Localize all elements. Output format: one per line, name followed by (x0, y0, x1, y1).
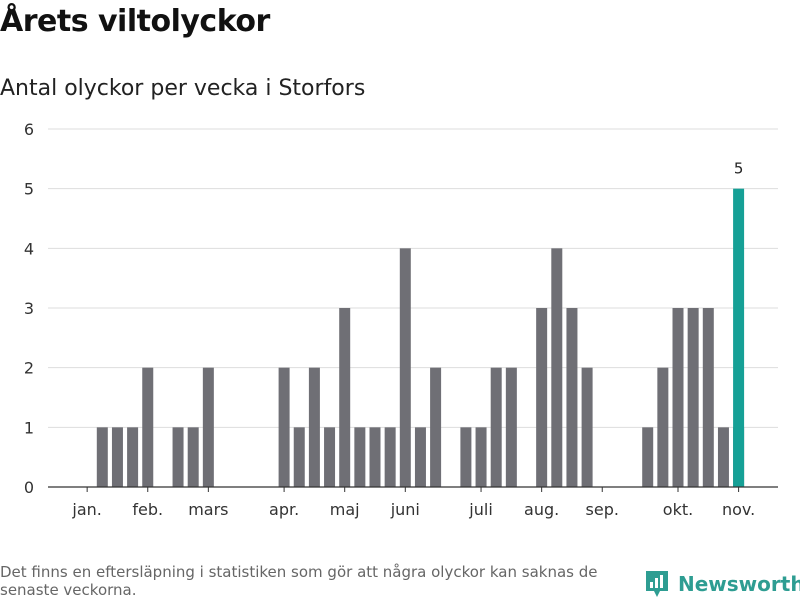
bar (687, 308, 699, 487)
bar (111, 427, 123, 487)
bar (172, 427, 184, 487)
x-tick-label: mars (188, 500, 228, 519)
x-tick-label: jan. (71, 500, 101, 519)
bar (324, 427, 336, 487)
bar (717, 427, 729, 487)
x-tick-label: juni (390, 500, 420, 519)
x-tick-label: juli (468, 500, 492, 519)
chart-title: Årets viltolyckor (0, 4, 270, 39)
bar (581, 367, 593, 487)
bar (702, 308, 714, 487)
y-tick-label: 5 (24, 180, 34, 199)
chart-subtitle: Antal olyckor per vecka i Storfors (0, 76, 366, 101)
x-tick-label: okt. (663, 500, 693, 519)
bar (384, 427, 396, 487)
bar (414, 427, 426, 487)
grid-lines (48, 128, 778, 428)
x-tick-label: sep. (586, 500, 619, 519)
bar (657, 367, 669, 487)
x-tick-label: maj (330, 500, 360, 519)
x-tick-label: nov. (722, 500, 755, 519)
bar (278, 367, 290, 487)
bar (551, 248, 563, 487)
bar (354, 427, 366, 487)
bars (96, 188, 745, 487)
bar (293, 427, 305, 487)
bar (672, 308, 684, 487)
bar-chart-logo-icon (646, 571, 668, 597)
bar (142, 367, 154, 487)
bar (369, 427, 381, 487)
y-tick-label: 3 (24, 299, 34, 318)
y-tick-label: 6 (24, 120, 34, 139)
bar (399, 248, 411, 487)
bar (566, 308, 578, 487)
bar (430, 367, 442, 487)
bar (187, 427, 199, 487)
bar-chart: 0 1 2 3 4 5 6 5 jan. feb. mars apr. maj juni juli aug. s… (24, 120, 778, 519)
y-tick-label: 1 (24, 418, 34, 437)
bar (475, 427, 487, 487)
bar (308, 367, 320, 487)
brand-name: Newsworthy (678, 572, 800, 596)
bar (202, 367, 214, 487)
bar (505, 367, 517, 487)
bar (339, 308, 351, 487)
bar (490, 367, 502, 487)
bar (536, 308, 548, 487)
x-tick-label: aug. (524, 500, 559, 519)
bar (127, 427, 139, 487)
x-tick-label: apr. (269, 500, 299, 519)
x-tick-label: feb. (132, 500, 163, 519)
highlighted-bar (733, 188, 745, 487)
bar (96, 427, 108, 487)
data-label: 5 (734, 160, 744, 178)
axes: 0 1 2 3 4 5 6 5 jan. feb. mars apr. maj juni juli aug. s… (24, 120, 778, 519)
footnote: Det finns en eftersläpning i statistiken… (0, 563, 598, 599)
bar (642, 427, 654, 487)
y-tick-label: 4 (24, 239, 34, 258)
y-tick-label: 2 (24, 359, 34, 378)
brand[interactable]: Newsworthy (644, 568, 800, 600)
y-tick-label: 0 (24, 478, 34, 497)
bar (460, 427, 472, 487)
